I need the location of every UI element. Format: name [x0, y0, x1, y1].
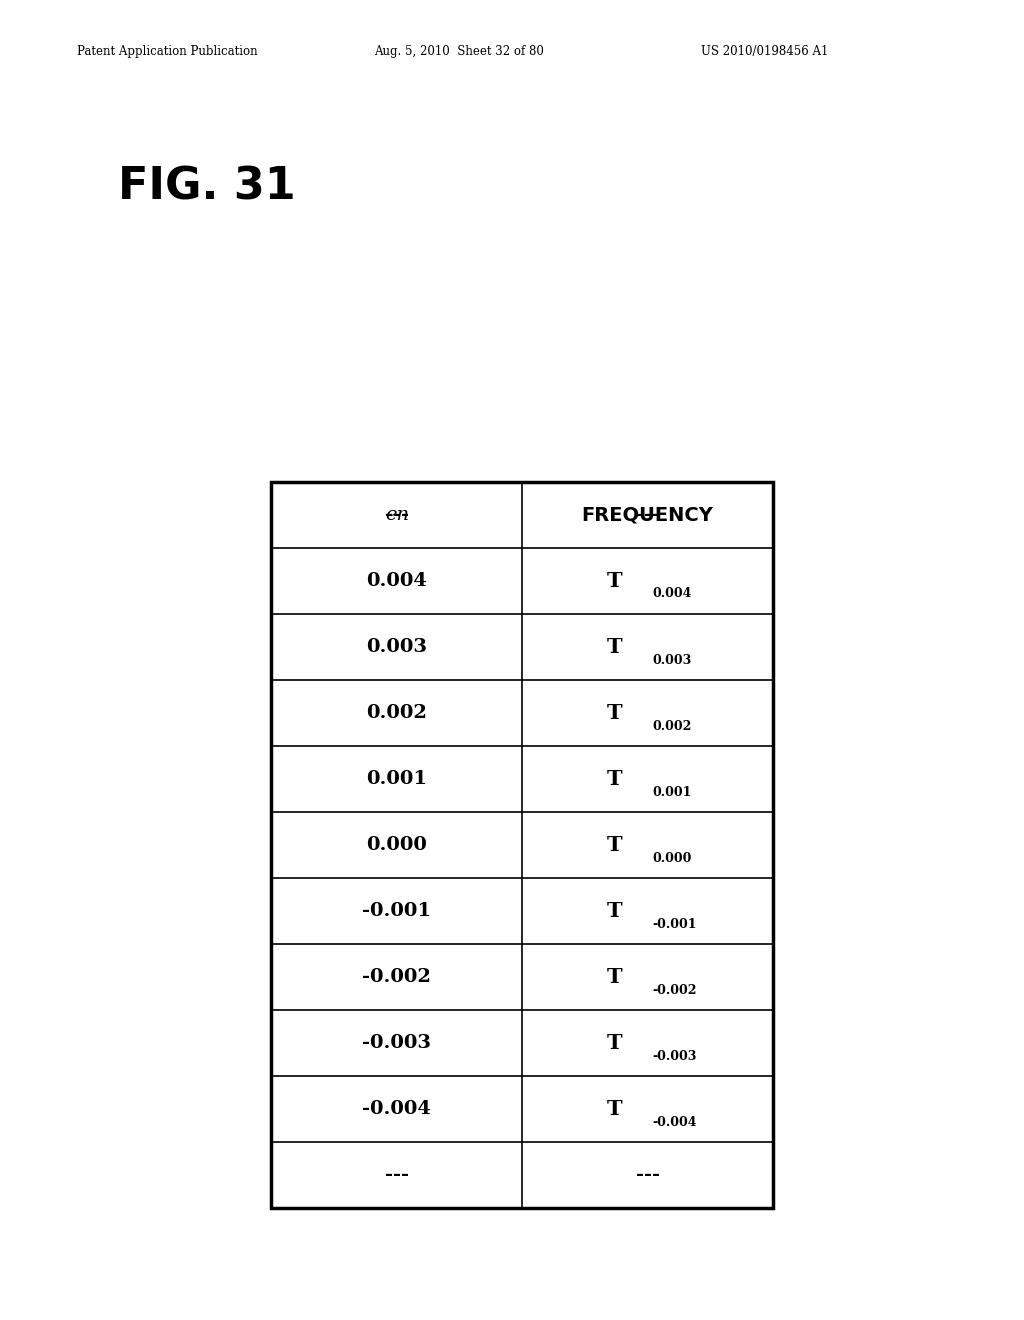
- Text: 0.000: 0.000: [367, 836, 427, 854]
- Text: 0.001: 0.001: [367, 770, 427, 788]
- Text: 0.002: 0.002: [653, 719, 692, 733]
- Text: 0.004: 0.004: [653, 587, 692, 601]
- Text: 0.000: 0.000: [653, 851, 692, 865]
- Text: T: T: [606, 636, 623, 657]
- Text: 0.003: 0.003: [653, 653, 692, 667]
- Text: -0.001: -0.001: [362, 902, 431, 920]
- Text: ---: ---: [385, 506, 409, 524]
- Text: T: T: [606, 834, 623, 855]
- Text: -0.004: -0.004: [362, 1100, 431, 1118]
- Text: en: en: [385, 506, 409, 524]
- Text: 0.004: 0.004: [367, 572, 427, 590]
- Text: -0.002: -0.002: [362, 968, 431, 986]
- Text: 0.001: 0.001: [653, 785, 692, 799]
- Text: ---: ---: [636, 1166, 659, 1184]
- Text: T: T: [606, 1032, 623, 1053]
- Text: T: T: [606, 768, 623, 789]
- Text: ---: ---: [385, 1166, 409, 1184]
- Text: 0.003: 0.003: [367, 638, 427, 656]
- Text: 0.002: 0.002: [367, 704, 427, 722]
- Text: -0.003: -0.003: [362, 1034, 431, 1052]
- Text: -0.002: -0.002: [653, 983, 697, 997]
- Text: T: T: [606, 966, 623, 987]
- Text: FREQUENCY: FREQUENCY: [582, 506, 714, 524]
- Text: T: T: [606, 570, 623, 591]
- Text: Patent Application Publication: Patent Application Publication: [77, 45, 257, 58]
- Text: Aug. 5, 2010  Sheet 32 of 80: Aug. 5, 2010 Sheet 32 of 80: [374, 45, 544, 58]
- Text: T: T: [606, 900, 623, 921]
- Text: -0.003: -0.003: [653, 1049, 697, 1063]
- Text: T: T: [606, 1098, 623, 1119]
- Text: -0.001: -0.001: [653, 917, 697, 931]
- Text: T: T: [606, 702, 623, 723]
- Text: FIG. 31: FIG. 31: [118, 165, 296, 209]
- Text: ---: ---: [636, 506, 659, 524]
- Text: -0.004: -0.004: [653, 1115, 697, 1129]
- Text: US 2010/0198456 A1: US 2010/0198456 A1: [701, 45, 828, 58]
